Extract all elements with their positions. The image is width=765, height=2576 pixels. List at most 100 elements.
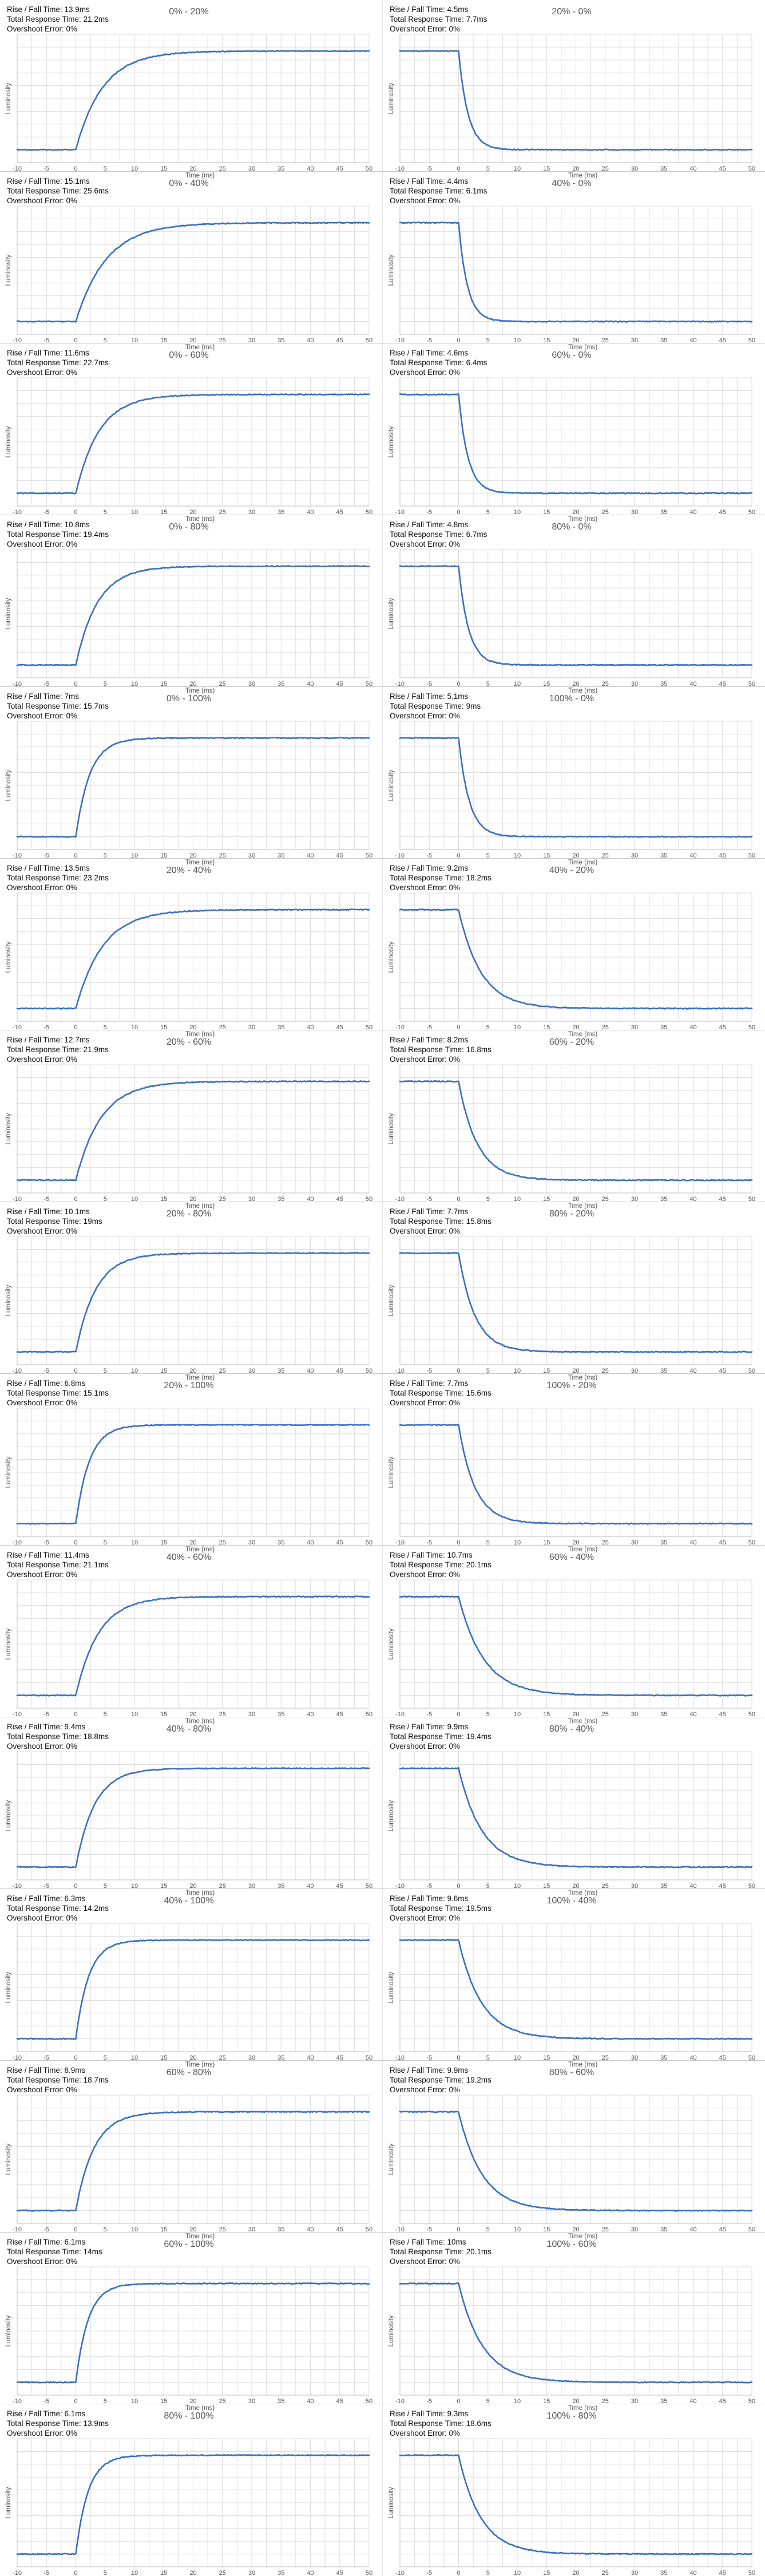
x-tick-label: 35 — [660, 1368, 667, 1374]
luminosity-series-line — [399, 1080, 753, 1182]
stat-line: Overshoot Error: 0% — [7, 368, 78, 377]
x-tick-label: 20 — [189, 337, 196, 344]
x-tick-label: 35 — [278, 509, 284, 516]
x-tick-label: -5 — [43, 2055, 49, 2061]
x-tick-label: 35 — [278, 1196, 284, 1203]
stat-line: Overshoot Error: 0% — [7, 2257, 78, 2266]
x-tick-label: -5 — [43, 165, 49, 172]
chart-title: 40% - 20% — [549, 866, 594, 875]
x-tick-label: 25 — [602, 1024, 609, 1031]
x-tick-label: 20 — [189, 2398, 196, 2405]
x-tick-label: 40 — [307, 1024, 314, 1031]
x-tick-label: 0 — [457, 852, 460, 859]
chart-title: 0% - 20% — [169, 7, 209, 17]
stat-line: Overshoot Error: 0% — [390, 1055, 461, 1064]
chart-panel: Rise / Fall Time: 10.1ms Total Response T… — [0, 1202, 383, 1381]
x-tick-label: 0 — [457, 337, 460, 344]
stat-line: Total Response Time: 18.2ms — [390, 874, 491, 882]
x-tick-label: 50 — [748, 1539, 755, 1546]
x-tick-label: 45 — [719, 337, 726, 344]
x-tick-label: 45 — [336, 509, 343, 516]
response-stats: Rise / Fall Time: 11.4ms Total Response T… — [7, 1550, 109, 1579]
stat-line: Total Response Time: 6.1ms — [390, 187, 487, 195]
response-stats: Rise / Fall Time: 4.4ms Total Response Ti… — [390, 176, 487, 206]
luminosity-series-line — [399, 1424, 753, 1525]
x-tick-label: 30 — [248, 1711, 255, 1718]
x-axis-title: Time (ms) — [185, 1203, 215, 1210]
stat-line: Overshoot Error: 0% — [390, 2429, 461, 2437]
chart-panel: Rise / Fall Time: 12.7ms Total Response T… — [0, 1030, 383, 1210]
x-tick-label: 20 — [572, 1368, 579, 1374]
x-tick-label: 50 — [748, 2398, 755, 2405]
x-tick-label: 40 — [307, 165, 314, 172]
stat-line: Overshoot Error: 0% — [390, 540, 461, 548]
x-tick-label: 30 — [248, 1368, 255, 1374]
x-axis-title: Time (ms) — [185, 1718, 215, 1725]
x-axis-title: Time (ms) — [568, 516, 597, 523]
x-tick-label: 10 — [131, 681, 138, 688]
x-tick-label: -10 — [13, 681, 22, 688]
x-axis-title: Time (ms) — [185, 172, 215, 179]
x-tick-label: 15 — [160, 2398, 167, 2405]
x-tick-label: 40 — [307, 2055, 314, 2061]
x-tick-label: 40 — [307, 852, 314, 859]
x-tick-label: 45 — [719, 852, 726, 859]
x-tick-label: -10 — [13, 2226, 22, 2233]
luminosity-series-line — [16, 737, 370, 838]
x-tick-label: 50 — [366, 1196, 372, 1203]
stat-line: Overshoot Error: 0% — [390, 1398, 461, 1407]
luminosity-series-line — [399, 1252, 753, 1353]
x-tick-label: 25 — [602, 1539, 609, 1546]
luminosity-series-line — [16, 1080, 370, 1182]
chart-panel: Rise / Fall Time: 10.7ms Total Response T… — [383, 1546, 765, 1725]
x-axis-title: Time (ms) — [568, 2061, 597, 2068]
x-axis-title: Time (ms) — [568, 2233, 597, 2240]
stat-line: Total Response Time: 23.2ms — [7, 874, 109, 882]
chart-panel: Rise / Fall Time: 10.8ms Total Response T… — [0, 515, 383, 694]
x-axis-title: Time (ms) — [568, 1374, 597, 1381]
luminosity-series-line — [16, 2282, 370, 2384]
stat-line: Total Response Time: 19.2ms — [390, 2076, 491, 2084]
x-tick-label: 40 — [689, 1539, 696, 1546]
x-tick-label: -10 — [13, 1196, 22, 1203]
response-stats: Rise / Fall Time: 7ms Total Response Time… — [7, 692, 109, 721]
x-tick-label: 50 — [748, 1368, 755, 1374]
chart-panel: Rise / Fall Time: 9.2ms Total Response Ti… — [383, 859, 765, 1038]
x-tick-label: 30 — [248, 2398, 255, 2405]
x-tick-label: 5 — [486, 681, 490, 688]
response-stats: Rise / Fall Time: 8.9ms Total Response Ti… — [7, 2065, 109, 2095]
luminosity-series-line — [16, 1252, 370, 1353]
x-tick-label: 35 — [278, 2570, 284, 2576]
x-tick-label: -5 — [426, 852, 432, 859]
luminosity-series-line — [16, 393, 370, 495]
stat-line: Rise / Fall Time: 8.2ms — [390, 1036, 469, 1044]
x-tick-label: -10 — [13, 509, 22, 516]
x-tick-label: 15 — [160, 1711, 167, 1718]
luminosity-series-line — [16, 565, 370, 666]
x-tick-label: 40 — [689, 1024, 696, 1031]
x-tick-label: -5 — [43, 2570, 49, 2576]
x-tick-label: 0 — [457, 1024, 460, 1031]
luminosity-series-line — [399, 2111, 753, 2212]
x-axis-title: Time (ms) — [185, 1031, 215, 1038]
stat-line: Rise / Fall Time: 4.5ms — [390, 5, 469, 14]
x-tick-label: -10 — [13, 1711, 22, 1718]
response-stats: Rise / Fall Time: 9.9ms Total Response Ti… — [390, 1722, 491, 1751]
x-tick-label: -5 — [43, 681, 49, 688]
x-tick-label: 10 — [131, 1539, 138, 1546]
x-tick-label: -5 — [43, 1539, 49, 1546]
y-axis-title: Luminosity — [388, 82, 395, 114]
x-tick-label: 35 — [278, 337, 284, 344]
x-tick-label: 40 — [307, 2398, 314, 2405]
x-tick-label: 40 — [307, 337, 314, 344]
chart-title: 60% - 40% — [549, 1552, 594, 1562]
x-tick-label: 50 — [366, 2570, 372, 2576]
